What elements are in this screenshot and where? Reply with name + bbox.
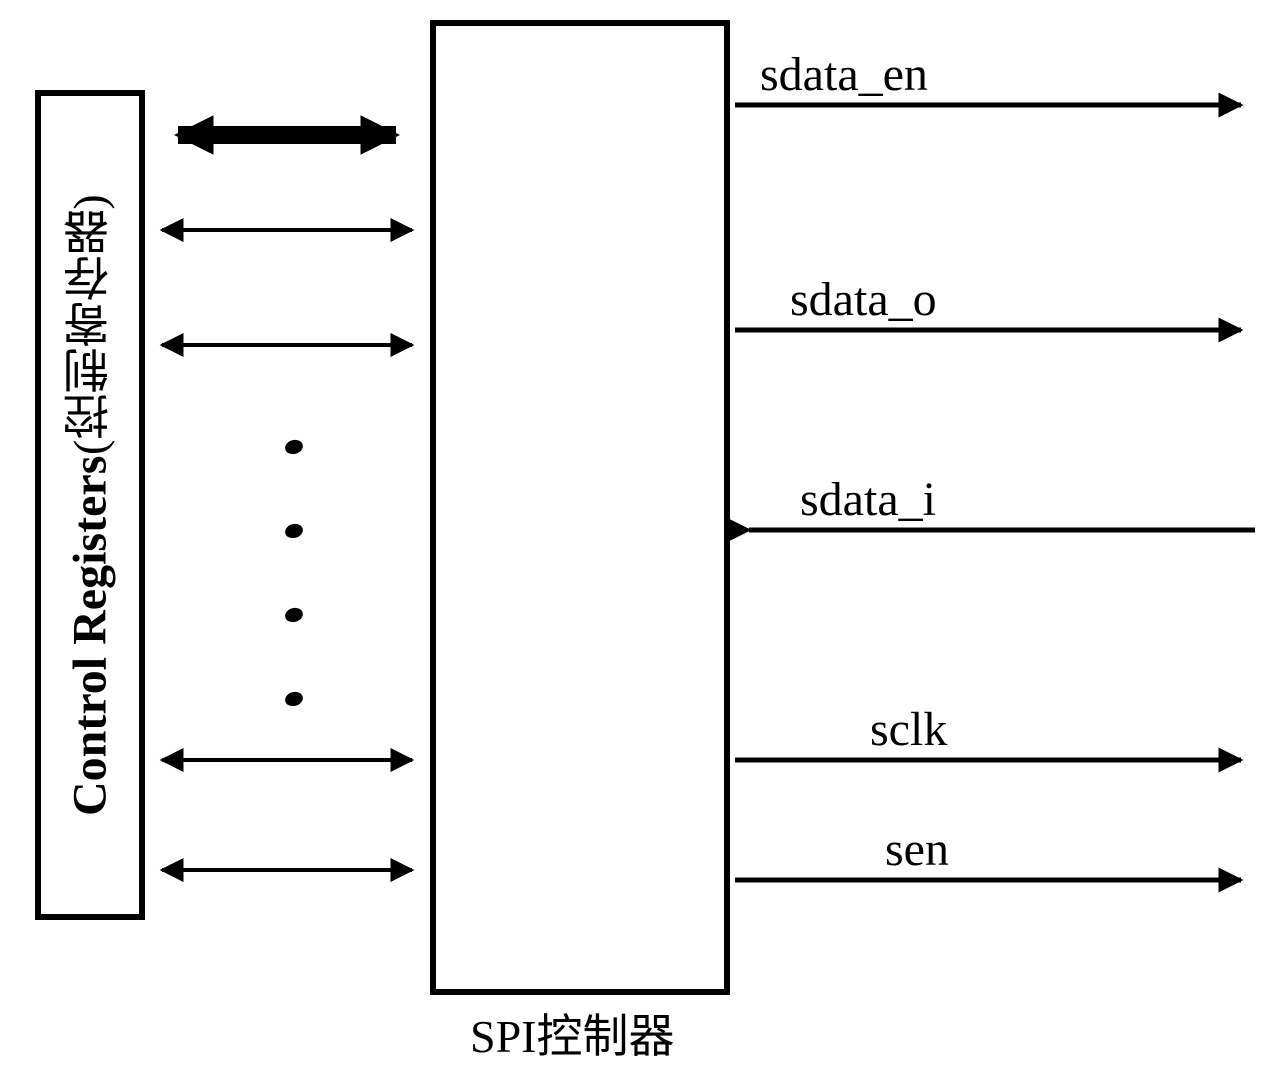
spi-controller-block — [430, 20, 730, 995]
ellipsis-dot — [283, 522, 304, 540]
spi-controller-label: SPI控制器 — [470, 1000, 674, 1066]
control-registers-block: Control Registers (控制寄存器) — [35, 90, 145, 920]
signal-label-sdata_i: sdata_i — [800, 472, 936, 527]
signal-label-sdata_o: sdata_o — [790, 272, 937, 327]
signal-label-sclk: sclk — [870, 702, 947, 757]
control-registers-label: Control Registers (控制寄存器) — [41, 96, 139, 914]
ellipsis-dots — [285, 440, 303, 706]
ellipsis-dot — [283, 606, 304, 624]
ellipsis-dot — [283, 690, 304, 708]
signal-label-sdata_en: sdata_en — [760, 47, 928, 102]
ellipsis-dot — [283, 438, 304, 456]
signal-label-sen: sen — [885, 822, 949, 877]
